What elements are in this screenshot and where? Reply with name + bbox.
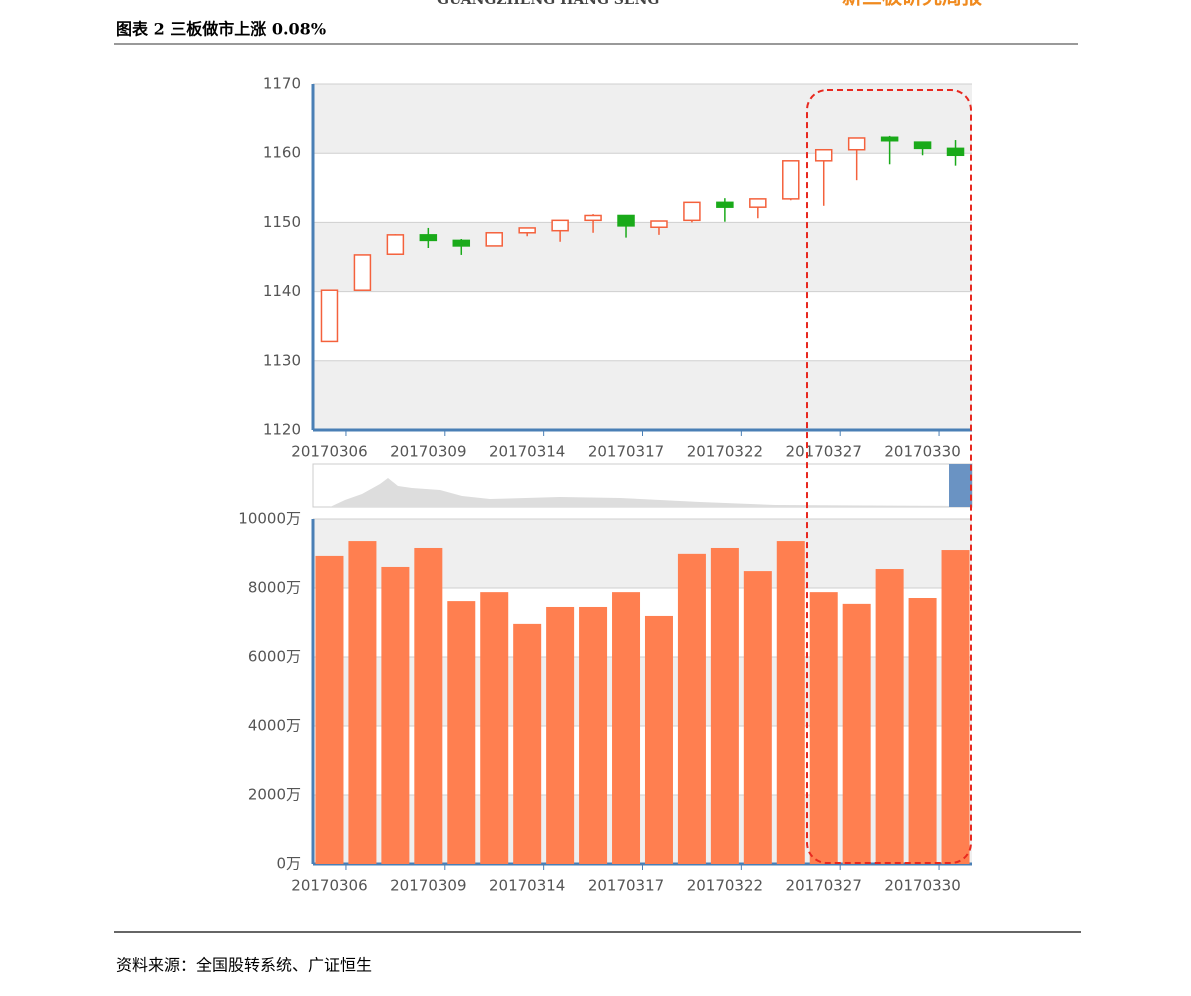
candle-body: [814, 148, 833, 162]
candle-body: [683, 201, 701, 222]
candle-body: [946, 147, 965, 157]
figure-title: 图表 2 三板做市上涨 0.08%: [116, 20, 326, 39]
candle-body: [749, 198, 767, 208]
candle-body: [716, 201, 734, 208]
bar: [546, 606, 575, 864]
y-tick-label: 0万: [276, 855, 301, 873]
candle-body: [452, 239, 471, 247]
bar: [842, 603, 871, 864]
bar: [612, 592, 641, 864]
bar: [315, 555, 344, 864]
x-tick-label: 20170306: [291, 443, 367, 461]
candle-body: [913, 141, 932, 150]
bar: [480, 592, 509, 864]
candle-body: [419, 234, 438, 242]
grid-band: [313, 84, 972, 154]
grid-band: [313, 519, 972, 588]
grid-band: [313, 222, 972, 292]
x-tick-label: 20170317: [588, 877, 664, 895]
y-tick-label: 6000万: [248, 648, 301, 666]
y-tick-label: 1170: [263, 75, 301, 93]
y-tick-label: 4000万: [248, 717, 301, 735]
y-tick-label: 1150: [263, 213, 301, 231]
bar: [710, 547, 739, 864]
x-tick-label: 20170314: [489, 877, 565, 895]
grid-band: [313, 360, 972, 430]
x-tick-label: 20170330: [884, 443, 960, 461]
y-tick-label: 8000万: [248, 579, 301, 597]
x-tick-label: 20170306: [291, 877, 367, 895]
candle-body: [551, 219, 569, 232]
bar: [447, 601, 476, 864]
x-tick-label: 20170322: [687, 877, 763, 895]
navigator-handle[interactable]: [949, 464, 972, 507]
x-tick-label: 20170317: [588, 443, 664, 461]
brand: GUANGZHENG HANG SENG: [437, 0, 659, 8]
bar: [414, 547, 443, 864]
candle-body: [617, 214, 635, 227]
candle-body: [584, 214, 602, 222]
candle-body: [320, 289, 339, 343]
bar: [644, 615, 673, 864]
bar: [875, 569, 904, 864]
x-tick-label: 20170309: [390, 443, 466, 461]
y-tick-label: 1120: [263, 421, 301, 439]
bar: [809, 592, 838, 864]
navigator: [312, 463, 973, 508]
grid-band: [313, 795, 972, 864]
candle-body: [518, 227, 536, 234]
grid-band: [313, 657, 972, 726]
y-tick-label: 1130: [263, 351, 301, 369]
bar: [677, 553, 706, 864]
bar: [381, 566, 410, 864]
bar: [513, 623, 542, 864]
candle-body: [880, 136, 899, 142]
y-tick-label: 1140: [263, 282, 301, 300]
candle-body: [782, 160, 800, 200]
source: 资料来源：全国股转系统、广证恒生: [116, 956, 372, 975]
candle-body: [650, 220, 668, 228]
highlight-box: [806, 89, 972, 864]
candle-body: [386, 234, 405, 255]
y-tick-label: 2000万: [248, 786, 301, 804]
x-tick-label: 20170330: [884, 877, 960, 895]
bar: [348, 541, 377, 864]
bar: [941, 550, 970, 864]
x-tick-label: 20170314: [489, 443, 565, 461]
bar: [776, 541, 805, 864]
x-tick-label: 20170327: [786, 443, 862, 461]
x-tick-label: 20170309: [390, 877, 466, 895]
y-tick-label: 10000万: [238, 510, 301, 528]
x-tick-label: 20170322: [687, 443, 763, 461]
candle-body: [485, 232, 503, 247]
navigator-area: [330, 478, 970, 507]
candle-body: [847, 137, 866, 151]
y-tick-label: 1160: [263, 144, 301, 162]
bar: [579, 606, 608, 864]
candle-body: [353, 254, 372, 291]
bar: [743, 571, 772, 864]
x-tick-label: 20170327: [786, 877, 862, 895]
report-name: 新三板研究周报: [842, 0, 982, 9]
bar: [908, 598, 937, 864]
